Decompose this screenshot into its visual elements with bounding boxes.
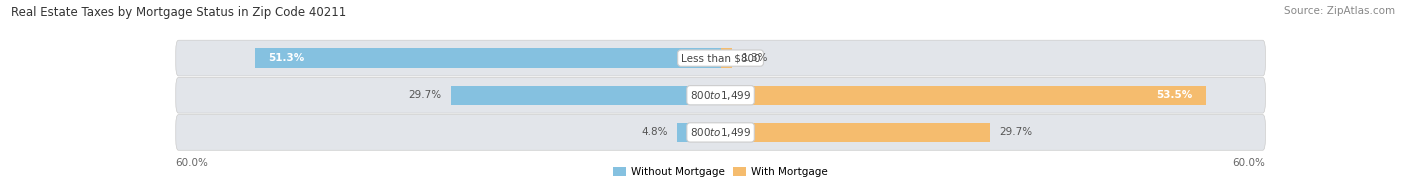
Bar: [721, 48, 733, 68]
Text: 53.5%: 53.5%: [1157, 90, 1192, 100]
Bar: [678, 123, 721, 142]
Text: $800 to $1,499: $800 to $1,499: [690, 89, 751, 102]
Bar: [721, 86, 1206, 105]
Text: Source: ZipAtlas.com: Source: ZipAtlas.com: [1284, 6, 1395, 16]
Text: 29.7%: 29.7%: [1000, 127, 1032, 137]
Text: 4.8%: 4.8%: [641, 127, 668, 137]
Text: Real Estate Taxes by Mortgage Status in Zip Code 40211: Real Estate Taxes by Mortgage Status in …: [11, 6, 346, 19]
Bar: [451, 86, 721, 105]
FancyBboxPatch shape: [176, 77, 1265, 113]
FancyBboxPatch shape: [176, 40, 1265, 76]
Legend: Without Mortgage, With Mortgage: Without Mortgage, With Mortgage: [609, 163, 832, 181]
Text: Less than $800: Less than $800: [681, 53, 761, 63]
Text: 60.0%: 60.0%: [1233, 158, 1265, 168]
Text: 51.3%: 51.3%: [269, 53, 305, 63]
Bar: [254, 48, 721, 68]
FancyBboxPatch shape: [176, 115, 1265, 150]
Text: 60.0%: 60.0%: [176, 158, 208, 168]
Text: $800 to $1,499: $800 to $1,499: [690, 126, 751, 139]
Bar: [721, 123, 990, 142]
Text: 1.3%: 1.3%: [741, 53, 768, 63]
Text: 29.7%: 29.7%: [409, 90, 441, 100]
